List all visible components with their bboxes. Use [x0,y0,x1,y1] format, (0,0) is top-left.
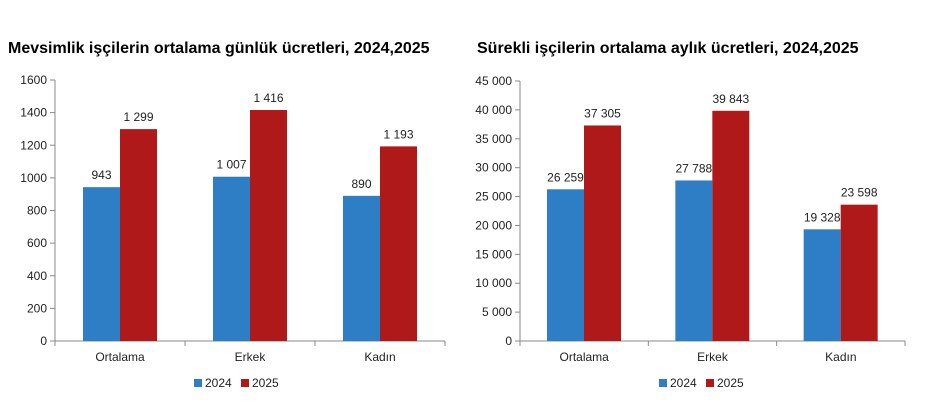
x-tick-label: Ortalama [95,350,145,364]
data-label: 27 788 [675,161,712,175]
legend-swatch-2024 [659,379,667,387]
chart-title: Sürekli işçilerin ortalama aylık ücretle… [477,40,859,57]
y-tick-label: 800 [27,204,47,218]
data-label: 39 843 [712,92,749,106]
bar-2024 [343,195,380,341]
y-tick-label: 0 [505,334,512,348]
y-tick-label: 35 000 [475,132,512,146]
y-tick-label: 1600 [20,73,47,87]
y-tick-label: 400 [27,269,47,283]
legend-label: 2024 [670,376,697,390]
legend-swatch-2024 [194,379,202,387]
y-tick-label: 600 [27,236,47,250]
daily-wage-chart: Mevsimlik işçilerin ortalama günlük ücre… [0,0,470,409]
y-tick-label: 10 000 [475,276,512,290]
data-label: 19 328 [804,210,841,224]
y-tick-label: 5 000 [482,305,512,319]
legend-swatch-2025 [241,379,249,387]
y-tick-label: 0 [40,334,47,348]
data-label: 1 007 [216,158,246,172]
bar-2025 [250,110,287,341]
y-tick-label: 20 000 [475,218,512,232]
bar-2024 [675,180,713,341]
y-tick-label: 1000 [20,171,47,185]
data-label: 890 [351,177,371,191]
data-label: 23 598 [841,186,878,200]
x-tick-label: Kadın [825,350,856,364]
daily-wage-plot: 0 200 400 600 800 1000 1200 1400 1600 Ortalama 943… [20,73,446,390]
y-tick-label: 30 000 [475,161,512,175]
x-tick-label: Kadın [364,350,395,364]
data-label: 943 [91,168,111,182]
y-tick-label: 15 000 [475,247,512,261]
legend-label: 2025 [252,376,279,390]
y-tick-label: 1400 [20,106,47,120]
data-label: 1 416 [253,91,283,105]
data-label: 1 193 [383,127,413,141]
monthly-wage-plot: 0 5 000 10 000 15 000 20 000 25 000 30 000 35 0… [475,74,906,390]
legend-label: 2025 [717,376,744,390]
data-label: 37 305 [584,106,621,120]
legend-label: 2024 [205,376,232,390]
bar-2025 [712,110,750,342]
bar-2024 [83,187,120,341]
bar-2025 [840,204,878,341]
bar-2025 [584,125,621,342]
bar-2025 [380,146,417,341]
chart-title: Mevsimlik işçilerin ortalama günlük ücre… [8,40,430,57]
bar-2024 [803,229,841,341]
bar-2025 [120,129,157,341]
data-label: 26 259 [547,170,584,184]
y-tick-label: 40 000 [475,103,512,117]
y-tick-label: 25 000 [475,190,512,204]
y-tick-label: 45 000 [475,74,512,88]
y-tick-label: 200 [27,301,47,315]
x-tick-label: Erkek [235,350,267,364]
bar-2024 [213,176,250,341]
x-tick-label: Ortalama [559,350,609,364]
x-tick-label: Erkek [697,350,729,364]
data-label: 1 299 [123,110,153,124]
bar-2024 [547,189,584,341]
legend-swatch-2025 [706,379,714,387]
y-tick-label: 1200 [20,138,47,152]
monthly-wage-chart: Sürekli işçilerin ortalama aylık ücretle… [465,0,949,409]
